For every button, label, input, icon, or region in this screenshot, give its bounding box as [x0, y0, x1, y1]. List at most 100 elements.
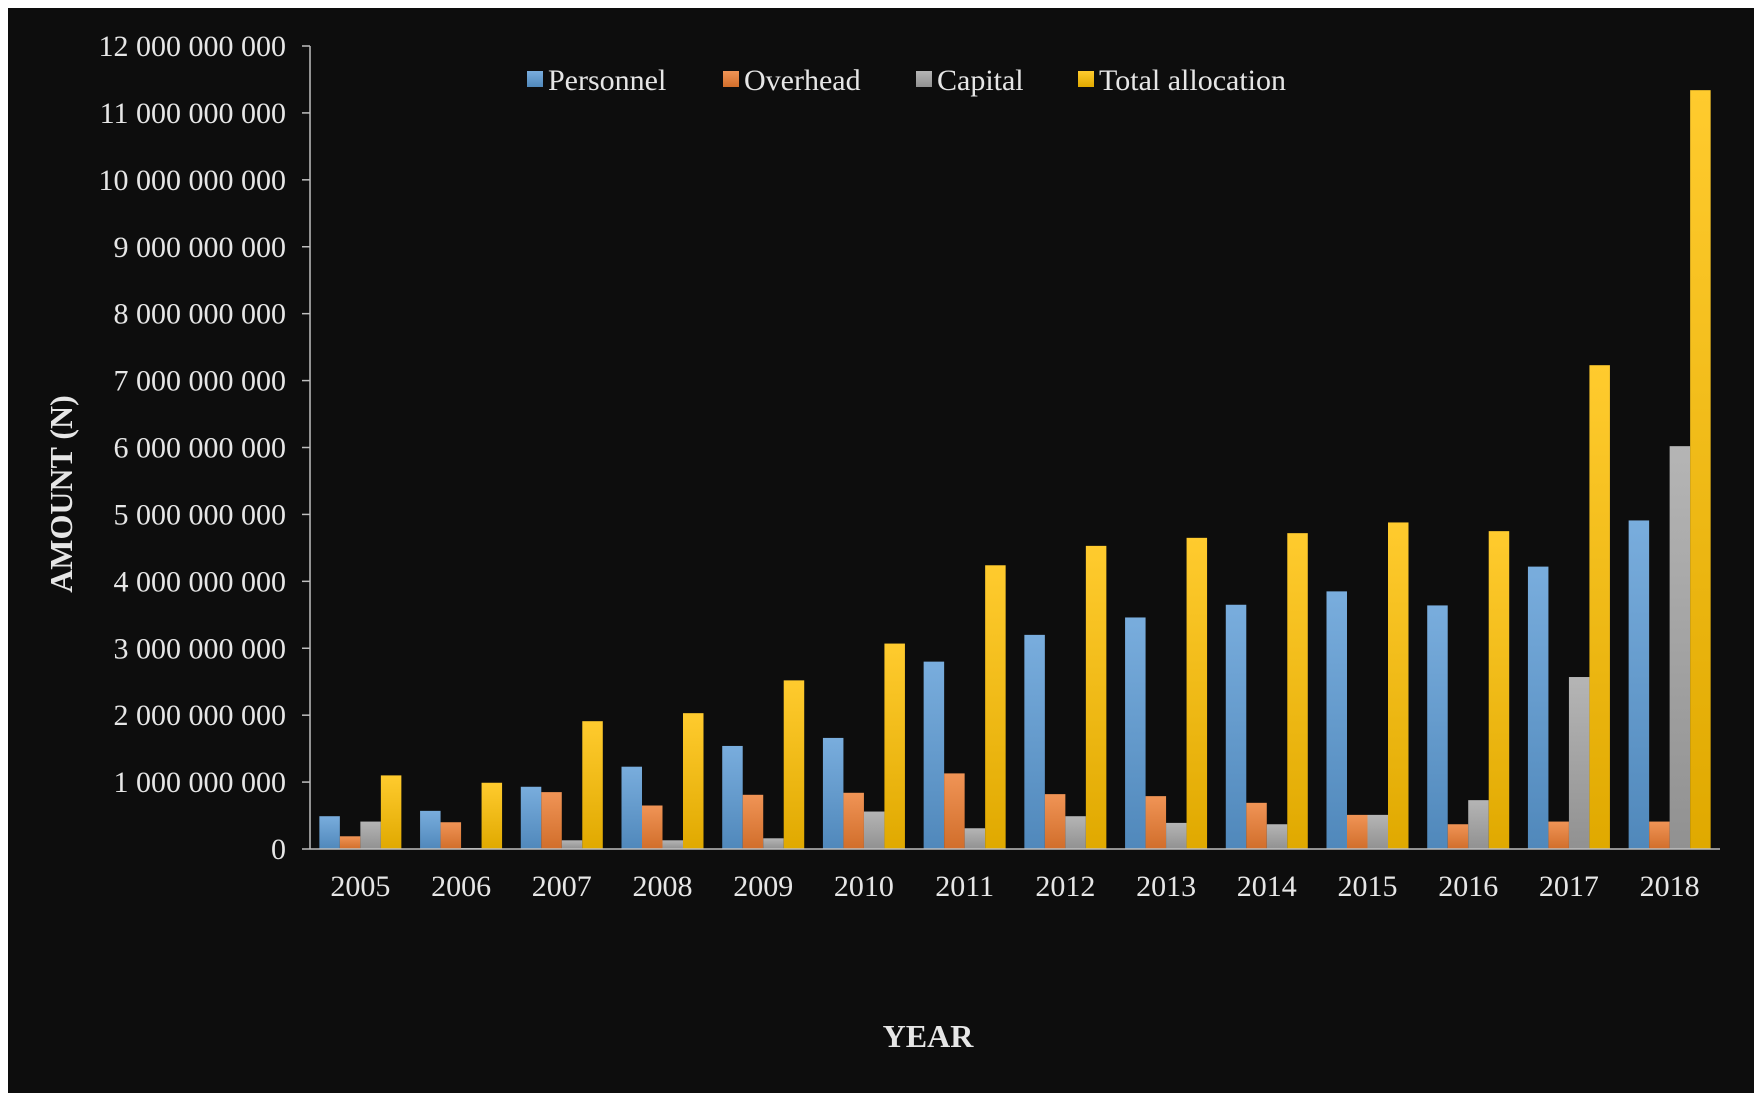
bar-overhead — [1246, 802, 1267, 849]
bar-overhead — [1447, 824, 1469, 849]
bar-capital — [1669, 446, 1691, 849]
bar-personnel — [520, 786, 542, 849]
bar-capital — [662, 840, 683, 849]
bar-total-allocation — [380, 775, 402, 849]
x-tick-label: 2006 — [431, 870, 491, 903]
bar-overhead — [642, 805, 663, 849]
bars — [319, 90, 1711, 850]
bar-personnel — [822, 737, 844, 849]
bar-personnel — [1125, 617, 1146, 849]
bar-overhead — [944, 773, 965, 849]
y-tick-label: 8 000 000 000 — [114, 298, 287, 331]
y-tick-label: 5 000 000 000 — [114, 498, 287, 531]
bar-total-allocation — [582, 721, 603, 849]
bar-chart: 0 1 000 000 000 2 000 000 000 3 000 000 000… — [43, 30, 1720, 1054]
y-tick-label: 4 000 000 000 — [114, 565, 287, 598]
bar-overhead — [1347, 814, 1368, 849]
bar-personnel — [621, 766, 642, 849]
y-tick-label: 6 000 000 000 — [114, 432, 287, 465]
y-tick-label: 12 000 000 000 — [99, 30, 287, 63]
bar-personnel — [923, 661, 945, 849]
legend-swatch — [527, 71, 543, 87]
bar-overhead — [1145, 796, 1167, 849]
bar-personnel — [1427, 605, 1448, 849]
legend-label: Total allocation — [1099, 64, 1286, 97]
bar-overhead — [1548, 821, 1569, 849]
bar-total-allocation — [1388, 522, 1409, 849]
x-tick-label: 2005 — [330, 870, 390, 903]
legend-swatch — [1078, 71, 1094, 87]
bar-capital — [763, 838, 784, 849]
bar-capital — [1266, 824, 1288, 849]
bar-capital — [1367, 814, 1388, 849]
bar-capital — [964, 828, 986, 849]
x-tick-label: 2009 — [733, 870, 793, 903]
x-tick-label: 2008 — [633, 870, 693, 903]
x-tick-label: 2016 — [1438, 870, 1498, 903]
x-tick-label: 2013 — [1136, 870, 1196, 903]
legend-label: Overhead — [744, 64, 861, 97]
bar-overhead — [742, 794, 764, 849]
bar-overhead — [1649, 821, 1670, 849]
bar-capital — [1468, 800, 1489, 849]
bar-total-allocation — [1690, 90, 1711, 850]
y-tick-label: 0 — [271, 833, 286, 866]
x-tick-label: 2015 — [1338, 870, 1398, 903]
bar-total-allocation — [1589, 365, 1610, 849]
x-tick-label: 2011 — [935, 870, 994, 903]
bar-overhead — [541, 792, 562, 849]
x-tick-label: 2007 — [532, 870, 592, 903]
y-tick-label: 7 000 000 000 — [114, 365, 287, 398]
y-tick-label: 9 000 000 000 — [114, 231, 287, 264]
x-axis: 2005 2006 2007 2008 2009 2010 2011 2012 2013 2014… — [310, 848, 1720, 903]
legend-swatch — [723, 71, 739, 87]
bar-capital — [561, 840, 583, 849]
bar-total-allocation — [1186, 537, 1208, 849]
legend-item: Overhead — [723, 64, 861, 97]
y-tick-label: 1 000 000 000 — [114, 766, 287, 799]
bar-personnel — [1225, 604, 1247, 849]
legend: Personnel Overhead Capital Total allocation — [527, 64, 1286, 97]
bar-capital — [1065, 816, 1086, 849]
legend-item: Personnel — [527, 64, 666, 97]
bar-personnel — [319, 816, 340, 849]
bar-total-allocation — [884, 643, 905, 849]
bar-capital — [863, 811, 885, 849]
bar-capital — [360, 821, 381, 849]
y-tick-label: 3 000 000 000 — [114, 632, 287, 665]
bar-total-allocation — [481, 782, 503, 849]
bar-personnel — [722, 745, 743, 849]
bar-personnel — [1024, 634, 1045, 849]
x-axis-title: YEAR — [883, 1018, 975, 1054]
x-tick-label: 2014 — [1237, 870, 1297, 903]
chart-frame: 0 1 000 000 000 2 000 000 000 3 000 000 000… — [8, 8, 1754, 1093]
bar-overhead — [440, 822, 462, 849]
legend-label: Capital — [937, 64, 1024, 97]
y-tick-label: 10 000 000 000 — [99, 164, 287, 197]
bar-overhead — [1044, 794, 1066, 849]
bar-capital — [1166, 822, 1187, 849]
x-tick-label: 2010 — [834, 870, 894, 903]
bar-personnel — [420, 810, 441, 849]
bar-total-allocation — [1287, 533, 1308, 849]
y-tick-label: 2 000 000 000 — [114, 699, 287, 732]
bar-personnel — [1326, 591, 1347, 849]
bar-total-allocation — [985, 565, 1006, 849]
x-tick-label: 2017 — [1539, 870, 1599, 903]
bar-total-allocation — [1085, 545, 1107, 849]
legend-item: Capital — [916, 64, 1024, 97]
bar-overhead — [339, 836, 361, 849]
y-axis: 0 1 000 000 000 2 000 000 000 3 000 000 000… — [99, 30, 311, 866]
y-axis-title: AMOUNT (N) — [43, 395, 79, 593]
bar-overhead — [843, 792, 864, 849]
legend-swatch — [916, 71, 932, 87]
x-tick-label: 2012 — [1035, 870, 1095, 903]
legend-label: Personnel — [548, 64, 666, 97]
legend-item: Total allocation — [1078, 64, 1286, 97]
bar-personnel — [1628, 520, 1650, 849]
bar-total-allocation — [683, 713, 704, 849]
bar-total-allocation — [783, 680, 805, 849]
bar-total-allocation — [1488, 531, 1510, 849]
x-tick-label: 2018 — [1640, 870, 1700, 903]
y-tick-label: 11 000 000 000 — [100, 97, 286, 130]
